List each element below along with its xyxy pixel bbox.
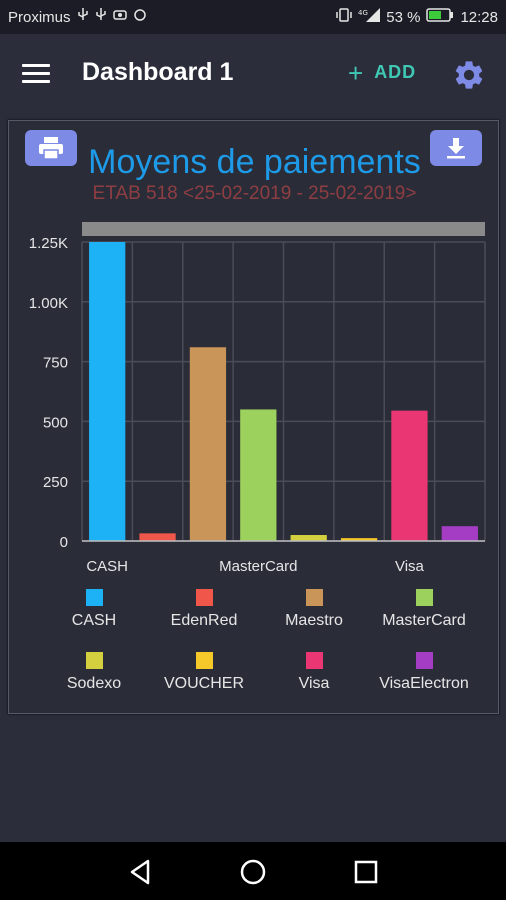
add-button[interactable]: + ADD [348,57,417,88]
gear-icon[interactable] [452,58,486,92]
legend-swatch [85,652,103,669]
y-tick-label: 750 [43,355,68,372]
notification-icon [112,8,127,26]
legend-item: VOUCHER [149,652,259,693]
app-bar: Dashboard 1 + ADD [0,34,506,114]
usb-debug-icon [95,8,107,26]
bar-cash [89,242,126,541]
bar-edenred [139,533,176,541]
x-tick-label: Visa [395,558,425,575]
recents-icon[interactable] [352,858,380,886]
chart-legend: CASH EdenRed Maestro MasterCard Sodexo VOUCHE… [39,589,479,715]
y-tick-label: 250 [43,474,68,491]
legend-label: Visa [298,675,330,692]
legend-label: VOUCHER [163,675,244,692]
page-title: Dashboard 1 [82,58,234,86]
navigation-bar [0,842,506,900]
y-tick-label: 1.00K [29,295,68,312]
bar-sodexo [290,535,327,541]
y-tick-label: 1.25K [29,235,68,252]
download-icon [447,138,465,159]
add-label: ADD [374,62,417,82]
legend-label: CASH [71,612,117,629]
clock: 12:28 [460,8,498,26]
legend-label: EdenRed [170,612,238,629]
download-button[interactable] [430,130,482,166]
legend-label: VisaElectron [379,675,469,692]
legend-swatch [305,652,323,669]
plus-icon: + [348,57,365,88]
legend-label: Sodexo [66,675,122,692]
legend-label: Maestro [285,612,343,629]
signal-icon: 4G [358,8,381,26]
legend-item: MasterCard [369,589,479,630]
bar-voucher [340,538,378,541]
print-button[interactable] [25,130,77,166]
chart-header-band [82,222,485,236]
status-bar: Proximus 4G 53 % 12:28 [0,0,506,34]
legend-swatch [415,652,433,669]
bar-visaelectron [441,526,478,541]
battery-icon [426,8,454,26]
svg-text:4G: 4G [358,9,368,17]
legend-item: CASH [39,589,149,630]
battery-percent: 53 % [386,8,421,26]
bar-maestro [189,347,227,541]
legend-swatch [415,589,433,606]
usb-icon [77,8,89,26]
chart-subtitle: ETAB 518 <25-02-2019 - 25-02-2019> [92,183,417,204]
menu-icon[interactable] [22,64,50,84]
bar-visa [391,410,428,541]
legend-row: Sodexo VOUCHER Visa VisaElectron [39,652,479,693]
x-tick-label: CASH [86,558,128,575]
back-icon[interactable] [126,858,154,886]
home-icon[interactable] [239,858,267,886]
legend-item: Sodexo [39,652,149,693]
bar-mastercard [240,409,277,541]
legend-label: MasterCard [382,612,466,629]
sync-icon [133,8,147,26]
legend-swatch [85,589,103,606]
legend-item: Maestro [259,589,369,630]
y-tick-label: 500 [43,414,68,431]
legend-item: EdenRed [149,589,259,630]
legend-item: VisaElectron [369,652,479,693]
x-tick-label: MasterCard [219,558,297,575]
y-tick-label: 0 [60,534,68,551]
chart-title: Moyens de paiements [88,143,421,181]
carrier-name: Proximus [8,8,71,26]
legend-swatch [305,589,323,606]
chart-card: 0 250 500 750 1.00K 1.25K CASH MasterCard Visa M… [8,120,499,714]
legend-swatch [195,652,213,669]
vibrate-icon [336,8,352,26]
legend-row: CASH EdenRed Maestro MasterCard [39,589,479,630]
printer-icon [39,137,63,160]
legend-swatch [195,589,213,606]
legend-item: Visa [259,652,369,693]
bar-chart: 0 250 500 750 1.00K 1.25K CASH MasterCard Visa [29,222,486,575]
